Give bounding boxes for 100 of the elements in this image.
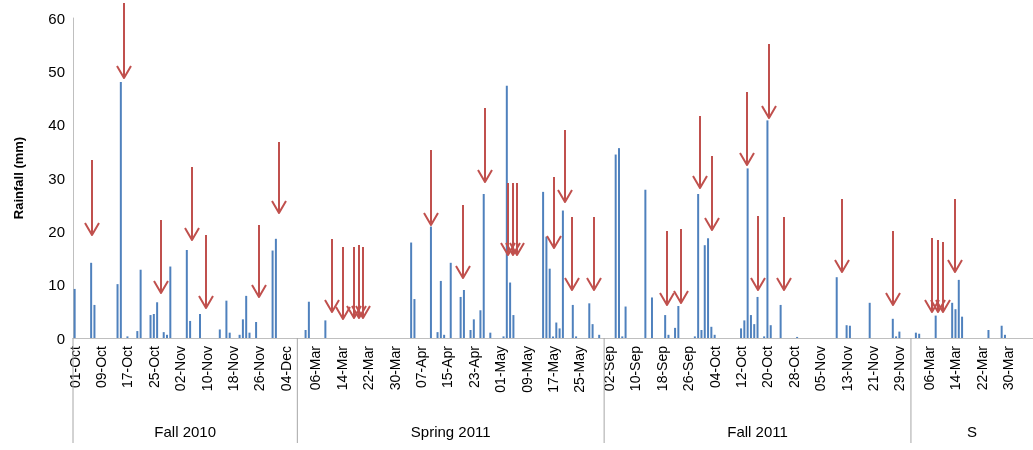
bar [90, 262, 93, 338]
x-tick-label: 26-Nov [251, 346, 268, 392]
bar [779, 304, 782, 338]
bar [591, 324, 594, 338]
bar [162, 332, 165, 338]
bar [987, 330, 990, 338]
bar [228, 332, 231, 338]
x-tick-label: 26-Sep [680, 345, 697, 392]
bar [449, 262, 452, 338]
bar [225, 300, 228, 338]
x-tick-label: 22-Mar [360, 345, 377, 391]
x-tick-label: 02-Sep [601, 345, 618, 392]
text: Fall 2010 [154, 423, 217, 440]
x-tick-label: 18-Nov [225, 346, 241, 392]
y-tick-label: 10 [48, 276, 65, 294]
text: Fall 2011 [727, 423, 788, 440]
text: S [966, 423, 977, 440]
y-axis-title: Rainfall (mm) [11, 136, 26, 220]
x-tick-label: 09-Oct [93, 345, 110, 389]
bar [542, 191, 545, 338]
bar [307, 301, 310, 338]
x-tick-label: 04-Oct [706, 345, 723, 389]
x-tick-label: 06-Mar [921, 345, 938, 391]
x-tick-label: 15-Apr [439, 345, 456, 389]
bar [617, 148, 620, 338]
x-tick-label: 20-Oct [759, 345, 776, 389]
bar [479, 310, 482, 338]
bar [199, 314, 202, 338]
bar [410, 242, 413, 338]
bar [472, 319, 475, 338]
x-tick-label: 30-Mar [386, 345, 403, 391]
bar [139, 269, 142, 338]
bar [245, 295, 248, 338]
x-tick-label: 07-Apr [413, 345, 430, 389]
bar [548, 268, 551, 338]
bar [571, 304, 574, 338]
bar [677, 306, 680, 338]
bar [848, 325, 851, 338]
x-tick-label: 21-Nov [865, 346, 881, 392]
bar [650, 297, 653, 338]
y-tick-label: 30 [48, 169, 65, 187]
bar [169, 266, 172, 338]
bar [598, 334, 601, 338]
x-tick-label: 01-May [492, 346, 509, 393]
x-tick-label: 09-May [518, 346, 535, 393]
bar [149, 315, 152, 338]
y-tick-label: 50 [48, 62, 65, 80]
bar [769, 325, 772, 338]
bar [914, 332, 917, 338]
x-tick-label: 04-Dec [277, 346, 294, 392]
x-tick-label: 17-Oct [119, 345, 136, 389]
bar [697, 194, 700, 338]
x-tick-label: 14-Mar [333, 345, 350, 391]
bar [439, 280, 442, 338]
x-tick-label: 22-Mar [973, 345, 990, 391]
bar [119, 82, 122, 338]
y-tick-label: 0 [56, 329, 65, 347]
x-tick-label: 28-Oct [785, 345, 802, 389]
x-tick-label: 13-Nov [838, 346, 855, 392]
x-tick-label: 14-Mar [947, 345, 964, 391]
bar [868, 302, 871, 338]
bar [766, 120, 769, 338]
x-tick-label: 17-May [545, 346, 561, 393]
bar [156, 302, 159, 338]
y-tick-label: 60 [48, 9, 65, 27]
y-tick-label: 20 [48, 222, 65, 240]
bar [1000, 325, 1003, 338]
bar [835, 277, 838, 338]
y-tick-label: 40 [48, 116, 65, 134]
bar [429, 226, 432, 338]
x-tick-label: 01-Oct [66, 345, 83, 389]
bar [743, 320, 746, 338]
bar [561, 210, 564, 338]
bar [934, 315, 937, 338]
x-tick-label: 29-Nov [891, 346, 908, 392]
bar [951, 302, 954, 338]
x-tick-label: 10-Nov [198, 346, 215, 392]
bar [489, 332, 492, 338]
bar [845, 325, 848, 338]
x-tick-label: 06-Mar [307, 345, 324, 391]
bar [324, 320, 327, 338]
bar [482, 194, 485, 338]
x-tick-label: 18-Sep [653, 345, 670, 392]
bar [73, 288, 76, 338]
bar [644, 189, 647, 338]
bar [274, 238, 277, 338]
x-tick-label: 02-Nov [172, 346, 189, 392]
bar [136, 331, 139, 338]
x-tick-label: 25-May [571, 346, 588, 393]
x-tick-label: 25-Oct [145, 345, 162, 389]
bar [746, 168, 749, 338]
bar [664, 315, 667, 338]
bar [891, 318, 894, 338]
bar [218, 329, 221, 338]
bar [462, 290, 465, 338]
bar [555, 322, 558, 338]
bar [756, 296, 759, 338]
bar [624, 306, 627, 338]
x-tick-label: 10-Sep [627, 345, 644, 392]
x-tick-label: 05-Nov [812, 346, 829, 392]
